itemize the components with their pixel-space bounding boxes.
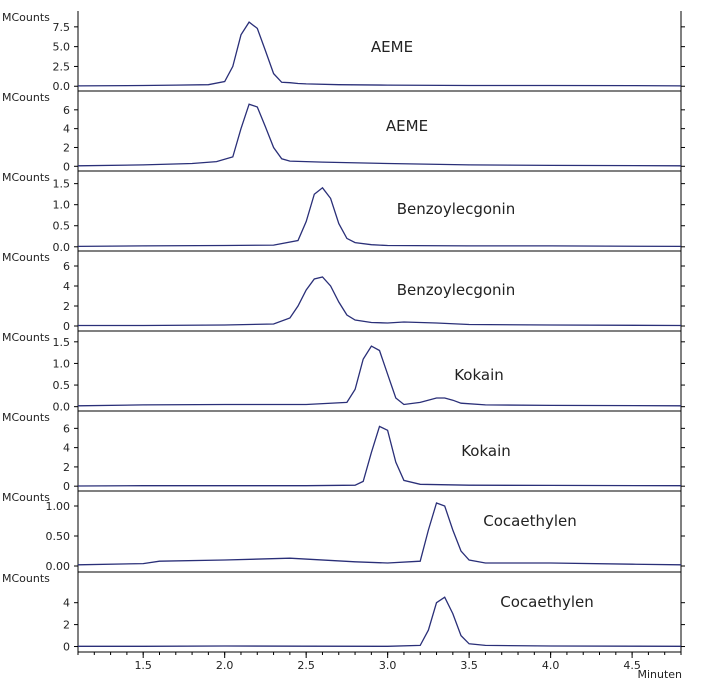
y-tick-label: 0 xyxy=(63,641,70,654)
y-tick-label: 2 xyxy=(63,461,70,474)
y-tick-label: 6 xyxy=(63,260,70,273)
y-tick-label: 0 xyxy=(63,480,70,493)
y-tick-label: 1.0 xyxy=(53,199,71,212)
x-tick-label: 2.0 xyxy=(216,659,234,672)
series-line xyxy=(77,21,682,87)
y-tick-label: 6 xyxy=(63,104,70,117)
x-tick-label: 4.0 xyxy=(542,659,560,672)
x-unit-label: Minuten xyxy=(637,668,682,681)
y-tick-label: 0.0 xyxy=(53,80,71,93)
y-unit-label: MCounts xyxy=(2,171,50,184)
series-line xyxy=(77,502,682,566)
compound-label: Kokain xyxy=(461,442,511,460)
compound-label: AEME xyxy=(371,38,413,56)
compound-label: Kokain xyxy=(454,366,504,384)
y-tick-label: 6 xyxy=(63,422,70,435)
y-tick-label: 1.00 xyxy=(46,500,71,513)
series-line xyxy=(77,186,682,248)
y-tick-label: 0.50 xyxy=(46,530,71,543)
y-tick-label: 4 xyxy=(63,597,70,610)
y-tick-label: 0.5 xyxy=(53,220,71,233)
y-tick-label: 1.5 xyxy=(53,178,71,191)
y-unit-label: MCounts xyxy=(2,91,50,104)
y-unit-label: MCounts xyxy=(2,491,50,504)
y-unit-label: MCounts xyxy=(2,11,50,24)
y-tick-label: 2.5 xyxy=(53,60,71,73)
y-tick-label: 0 xyxy=(63,160,70,173)
y-tick-label: 4 xyxy=(63,123,70,136)
y-tick-label: 0.0 xyxy=(53,401,71,414)
compound-label: Benzoylecgonin xyxy=(397,200,515,218)
y-tick-label: 2 xyxy=(63,141,70,154)
y-tick-label: 0.5 xyxy=(53,379,71,392)
y-unit-label: MCounts xyxy=(2,331,50,344)
y-tick-label: 0.00 xyxy=(46,560,71,573)
x-tick-label: 4.5 xyxy=(623,659,641,672)
y-tick-label: 2 xyxy=(63,619,70,632)
x-tick-label: 1.5 xyxy=(134,659,152,672)
y-tick-label: 4 xyxy=(63,280,70,293)
compound-label: Cocaethylen xyxy=(500,593,594,611)
compound-label: Benzoylecgonin xyxy=(397,281,515,299)
series-line xyxy=(78,596,682,647)
y-tick-label: 2 xyxy=(63,300,70,313)
x-tick-label: 3.0 xyxy=(379,659,397,672)
y-tick-label: 7.5 xyxy=(53,21,71,34)
y-tick-label: 1.0 xyxy=(53,357,71,370)
y-tick-label: 0 xyxy=(63,320,70,333)
x-tick-label: 2.5 xyxy=(297,659,315,672)
series-line xyxy=(77,345,682,407)
y-tick-label: 0.0 xyxy=(53,241,71,254)
y-tick-label: 4 xyxy=(63,442,70,455)
x-tick-label: 3.5 xyxy=(460,659,478,672)
series-line xyxy=(77,425,682,487)
y-unit-label: MCounts xyxy=(2,572,50,585)
y-unit-label: MCounts xyxy=(2,251,50,264)
series-line xyxy=(77,103,682,167)
compound-label: Cocaethylen xyxy=(483,512,577,530)
y-tick-label: 5.0 xyxy=(53,41,71,54)
y-unit-label: MCounts xyxy=(2,411,50,424)
y-tick-label: 1.5 xyxy=(53,336,71,349)
series-line xyxy=(78,276,682,327)
compound-label: AEME xyxy=(386,117,428,135)
